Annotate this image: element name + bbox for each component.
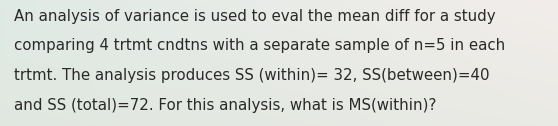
Text: trtmt. The analysis produces SS (within)= 32, SS(between)=40: trtmt. The analysis produces SS (within)… — [14, 68, 489, 83]
Text: An analysis of variance is used to eval the mean diff for a study: An analysis of variance is used to eval … — [14, 9, 496, 24]
Text: and SS (total)=72. For this analysis, what is MS(within)?: and SS (total)=72. For this analysis, wh… — [14, 98, 436, 113]
Text: comparing 4 trtmt cndtns with a separate sample of n=5 in each: comparing 4 trtmt cndtns with a separate… — [14, 38, 505, 53]
